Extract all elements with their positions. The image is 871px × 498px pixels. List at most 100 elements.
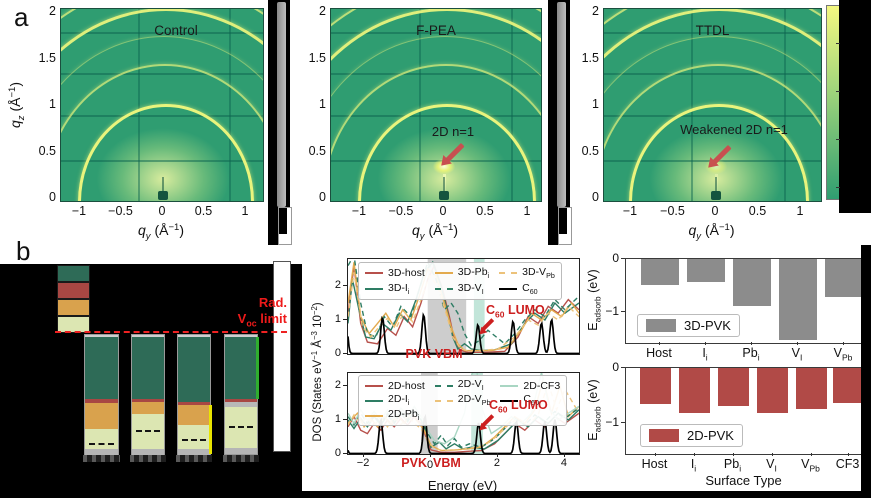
scrollbar-thumb[interactable]	[557, 2, 566, 207]
giwaxs-heatmap-ttdl: TTDL Weakened 2D n=1	[603, 8, 822, 202]
c60-lumo-note-2d: C60 LUMO	[489, 398, 548, 415]
ads-bar-VI	[779, 259, 817, 340]
panel-a-label: a	[14, 2, 29, 32]
voc-segment-red	[178, 402, 210, 405]
legend-swatch-gray	[646, 319, 676, 332]
qy-tick-label: 1	[523, 204, 531, 218]
qz-label-post: )	[7, 82, 24, 87]
legend-line-sample	[500, 399, 519, 402]
scrollbar-corner	[558, 207, 572, 245]
voc-tick-smudge	[223, 455, 259, 462]
c60-sub: 60	[495, 309, 505, 320]
legend-line-sample	[434, 399, 453, 402]
dos-curve-C60	[348, 312, 579, 354]
qz-tick-label: 2	[49, 4, 56, 18]
dos-x-tick-label: 4	[560, 457, 567, 469]
qy-tick-label: 0.5	[194, 204, 213, 218]
ads-x-tick-mark	[705, 342, 706, 345]
legend-entry-3D-VI: 3D-VI	[434, 281, 489, 297]
voc-segment-teal	[178, 337, 210, 402]
legend-entry-2D-Pbi: 2D-Pbi	[365, 408, 425, 423]
ads-category-label: Pbi	[723, 457, 742, 474]
dos-ylabel-s0: −1	[309, 350, 319, 360]
ads-category-label: Ii	[702, 346, 708, 363]
legend-entry-2D-CF3: 2D-CF3	[500, 379, 560, 392]
dos-x-tick-label: 0	[426, 459, 434, 471]
dos-x-tick-label: −2	[356, 457, 370, 469]
voc-tick-smudge	[176, 455, 212, 462]
qy-axis-label: qy (Å−1)	[330, 222, 540, 242]
giwaxs-panel-ttdl: TTDL Weakened 2D n=1 qy (Å−1) 2 1.5 1 0.5 0−…	[565, 0, 827, 245]
legend-label: C60	[523, 393, 539, 408]
pvk-vbm-note-3d: PVK VBM	[405, 347, 463, 361]
dos-y-tick-label: 1	[334, 313, 341, 325]
legend-line-sample	[365, 272, 383, 274]
voc-segment-teal	[132, 337, 164, 399]
ads-category-label: CF3	[835, 457, 860, 471]
legend-label: 2D-VI	[457, 378, 484, 393]
qy-label-sup: −1	[168, 222, 180, 233]
legend-label: 3D-VI	[457, 281, 484, 297]
qy-label-mid: (Å	[424, 222, 443, 239]
legend-2d-pvk-label: 2D-PVK	[687, 428, 734, 443]
qy-label-mid: (Å	[701, 222, 719, 239]
voc-limit-label: Voc limit	[193, 311, 287, 329]
qz-tick-label: 0	[49, 190, 56, 204]
ads-x-tick-mark	[732, 453, 734, 456]
qy-label-post: )	[453, 222, 458, 239]
voc-stacked-bar	[177, 334, 212, 456]
qy-tick-label: 0	[711, 204, 719, 218]
radiative-voc-limit-line	[55, 331, 287, 333]
dos-y-tick-label: 0	[334, 347, 341, 359]
giwaxs-panel-control: Control qy (Å−1) 2 1.5 1 0.5 0 −1 −0.5 0 0.5 1	[22, 0, 266, 245]
dos-x-tick-label: 2	[493, 457, 501, 469]
dos-ylabel-s2: −2	[309, 306, 319, 316]
ads-y-tick-label: 0	[612, 251, 619, 265]
ads-bar-Pbi	[733, 259, 771, 307]
voc-dashed-marker	[229, 426, 253, 428]
qy-label-mid: (Å	[150, 222, 169, 239]
voc-segment-gray	[225, 402, 257, 407]
eads-post: (eV)	[585, 269, 600, 297]
voc-legend-swatch	[57, 299, 90, 316]
colorbar-tick	[836, 139, 840, 140]
dos-y-tick-label: 0	[334, 447, 341, 459]
scrollbar-thumb[interactable]	[277, 2, 286, 207]
dos-curve-3D-Pbi	[348, 262, 579, 352]
qz-tick-label: 1	[319, 97, 326, 111]
dos-curve-3D-VI	[348, 259, 579, 347]
voc-segment-light	[85, 429, 118, 449]
qz-label-q: q	[7, 120, 24, 128]
voc-edge-highlight	[209, 405, 212, 454]
scrollbar-corner	[278, 207, 292, 245]
ads-y-tick-mark	[621, 258, 625, 259]
legend-entry-C60: C60	[499, 282, 555, 296]
c60-c: C	[489, 398, 499, 412]
legend-label: 2D-CF3	[523, 379, 561, 392]
qy-label-post: )	[179, 222, 184, 239]
legend-entry-3D-Pbi: 3D-Pbi	[434, 266, 489, 280]
legend-line-sample	[434, 288, 453, 290]
ads-x-tick-mark	[751, 342, 752, 345]
qz-tick-label: 0	[319, 190, 326, 204]
qz-tick-label: 2	[592, 4, 599, 18]
ads-category-label: VPb	[833, 346, 853, 363]
legend-line-sample	[365, 399, 383, 402]
legend-entry-2D-Ii: 2D-Ii	[365, 393, 425, 408]
ads-category-label: VPb	[801, 457, 820, 474]
giwaxs-heatmap-fpea: F-PEA 2D n=1	[330, 8, 542, 202]
dos-y-tick-label: 1	[334, 413, 341, 425]
legend-entry-C60: C60	[500, 393, 560, 408]
legend-entry-3D-host: 3D-host	[365, 266, 425, 280]
voc-legend-swatch	[57, 282, 90, 299]
ads-bar-Ii	[679, 368, 710, 413]
qy-label-sub: y	[145, 231, 151, 243]
qz-tick-label: 2	[319, 4, 326, 18]
qy-tick-label: −0.5	[388, 204, 414, 218]
qy-tick-label: 1	[796, 204, 804, 218]
legend-label: 3D-VPb	[522, 265, 555, 281]
qy-tick-label: 1	[241, 204, 249, 218]
voc-stacked-bar	[131, 334, 165, 456]
dos-y-tick-label: 2	[334, 379, 341, 391]
